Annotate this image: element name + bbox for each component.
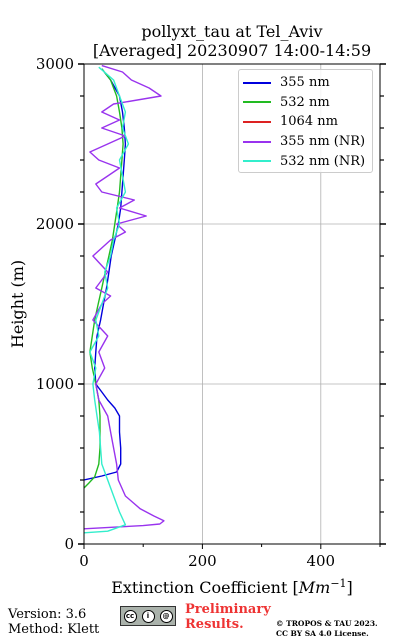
legend-item-532nm-nr: 532 nm (NR) bbox=[243, 151, 372, 171]
cc-license-icon: cc i @ bbox=[120, 606, 176, 626]
legend: 355 nm 532 nm 1064 nm 355 nm (NR) 532 nm… bbox=[238, 69, 373, 173]
x-tick-label: 400 bbox=[306, 552, 335, 570]
legend-item-355nm-nr: 355 nm (NR) bbox=[243, 132, 372, 152]
y-tick-label: 3000 bbox=[36, 55, 74, 73]
legend-swatch-1064nm bbox=[243, 120, 271, 123]
y-tick-label: 0 bbox=[64, 535, 74, 553]
cc-sa-icon: @ bbox=[159, 609, 173, 623]
legend-label-532nm: 532 nm bbox=[280, 94, 330, 110]
chart-title-line2: [Averaged] 20230907 14:00-14:59 bbox=[92, 41, 372, 60]
x-axis-label: Extinction Coefficient [Mm−1] bbox=[111, 577, 353, 597]
legend-label-355nm-nr: 355 nm (NR) bbox=[280, 134, 366, 150]
y-axis-label: Height (m) bbox=[8, 260, 27, 348]
x-tick-label: 200 bbox=[188, 552, 217, 570]
legend-swatch-532nm-nr bbox=[243, 160, 271, 163]
axis-ticks: 0 200 400 0 1000 2000 3000 bbox=[36, 55, 386, 570]
legend-swatch-532nm bbox=[243, 101, 271, 104]
copyright-line2: CC BY SA 4.0 License. bbox=[276, 629, 369, 638]
method-text: Method: Klett bbox=[8, 622, 100, 637]
version-text: Version: 3.6 bbox=[8, 607, 87, 622]
copyright-line1: © TROPOS & TAU 2023. bbox=[276, 619, 378, 628]
preliminary-line2: Results. bbox=[185, 617, 244, 632]
series-line-4 bbox=[84, 66, 130, 534]
legend-label-355nm: 355 nm bbox=[280, 75, 330, 91]
plot-frame bbox=[83, 63, 381, 545]
series-lines bbox=[84, 64, 165, 534]
series-line-0 bbox=[84, 68, 127, 481]
preliminary-results-note: Preliminary Results. bbox=[185, 602, 271, 632]
cc-by-icon: i bbox=[141, 609, 155, 623]
legend-swatch-355nm-nr bbox=[243, 140, 271, 143]
preliminary-line1: Preliminary bbox=[185, 602, 271, 617]
chart-title-line1: pollyxt_tau at Tel_Aviv bbox=[141, 22, 323, 41]
cc-circle-icon: cc bbox=[123, 609, 137, 623]
legend-swatch-355nm bbox=[243, 81, 271, 84]
legend-label-532nm-nr: 532 nm (NR) bbox=[280, 153, 366, 169]
legend-label-1064nm: 1064 nm bbox=[280, 114, 338, 130]
x-tick-label: 0 bbox=[79, 552, 89, 570]
copyright-notice: © TROPOS & TAU 2023. CC BY SA 4.0 Licens… bbox=[276, 619, 378, 639]
legend-item-1064nm: 1064 nm bbox=[243, 112, 372, 132]
legend-item-355nm: 355 nm bbox=[243, 73, 372, 93]
y-tick-label: 2000 bbox=[36, 215, 74, 233]
y-tick-label: 1000 bbox=[36, 375, 74, 393]
series-line-3 bbox=[84, 64, 165, 530]
legend-item-532nm: 532 nm bbox=[243, 93, 372, 113]
